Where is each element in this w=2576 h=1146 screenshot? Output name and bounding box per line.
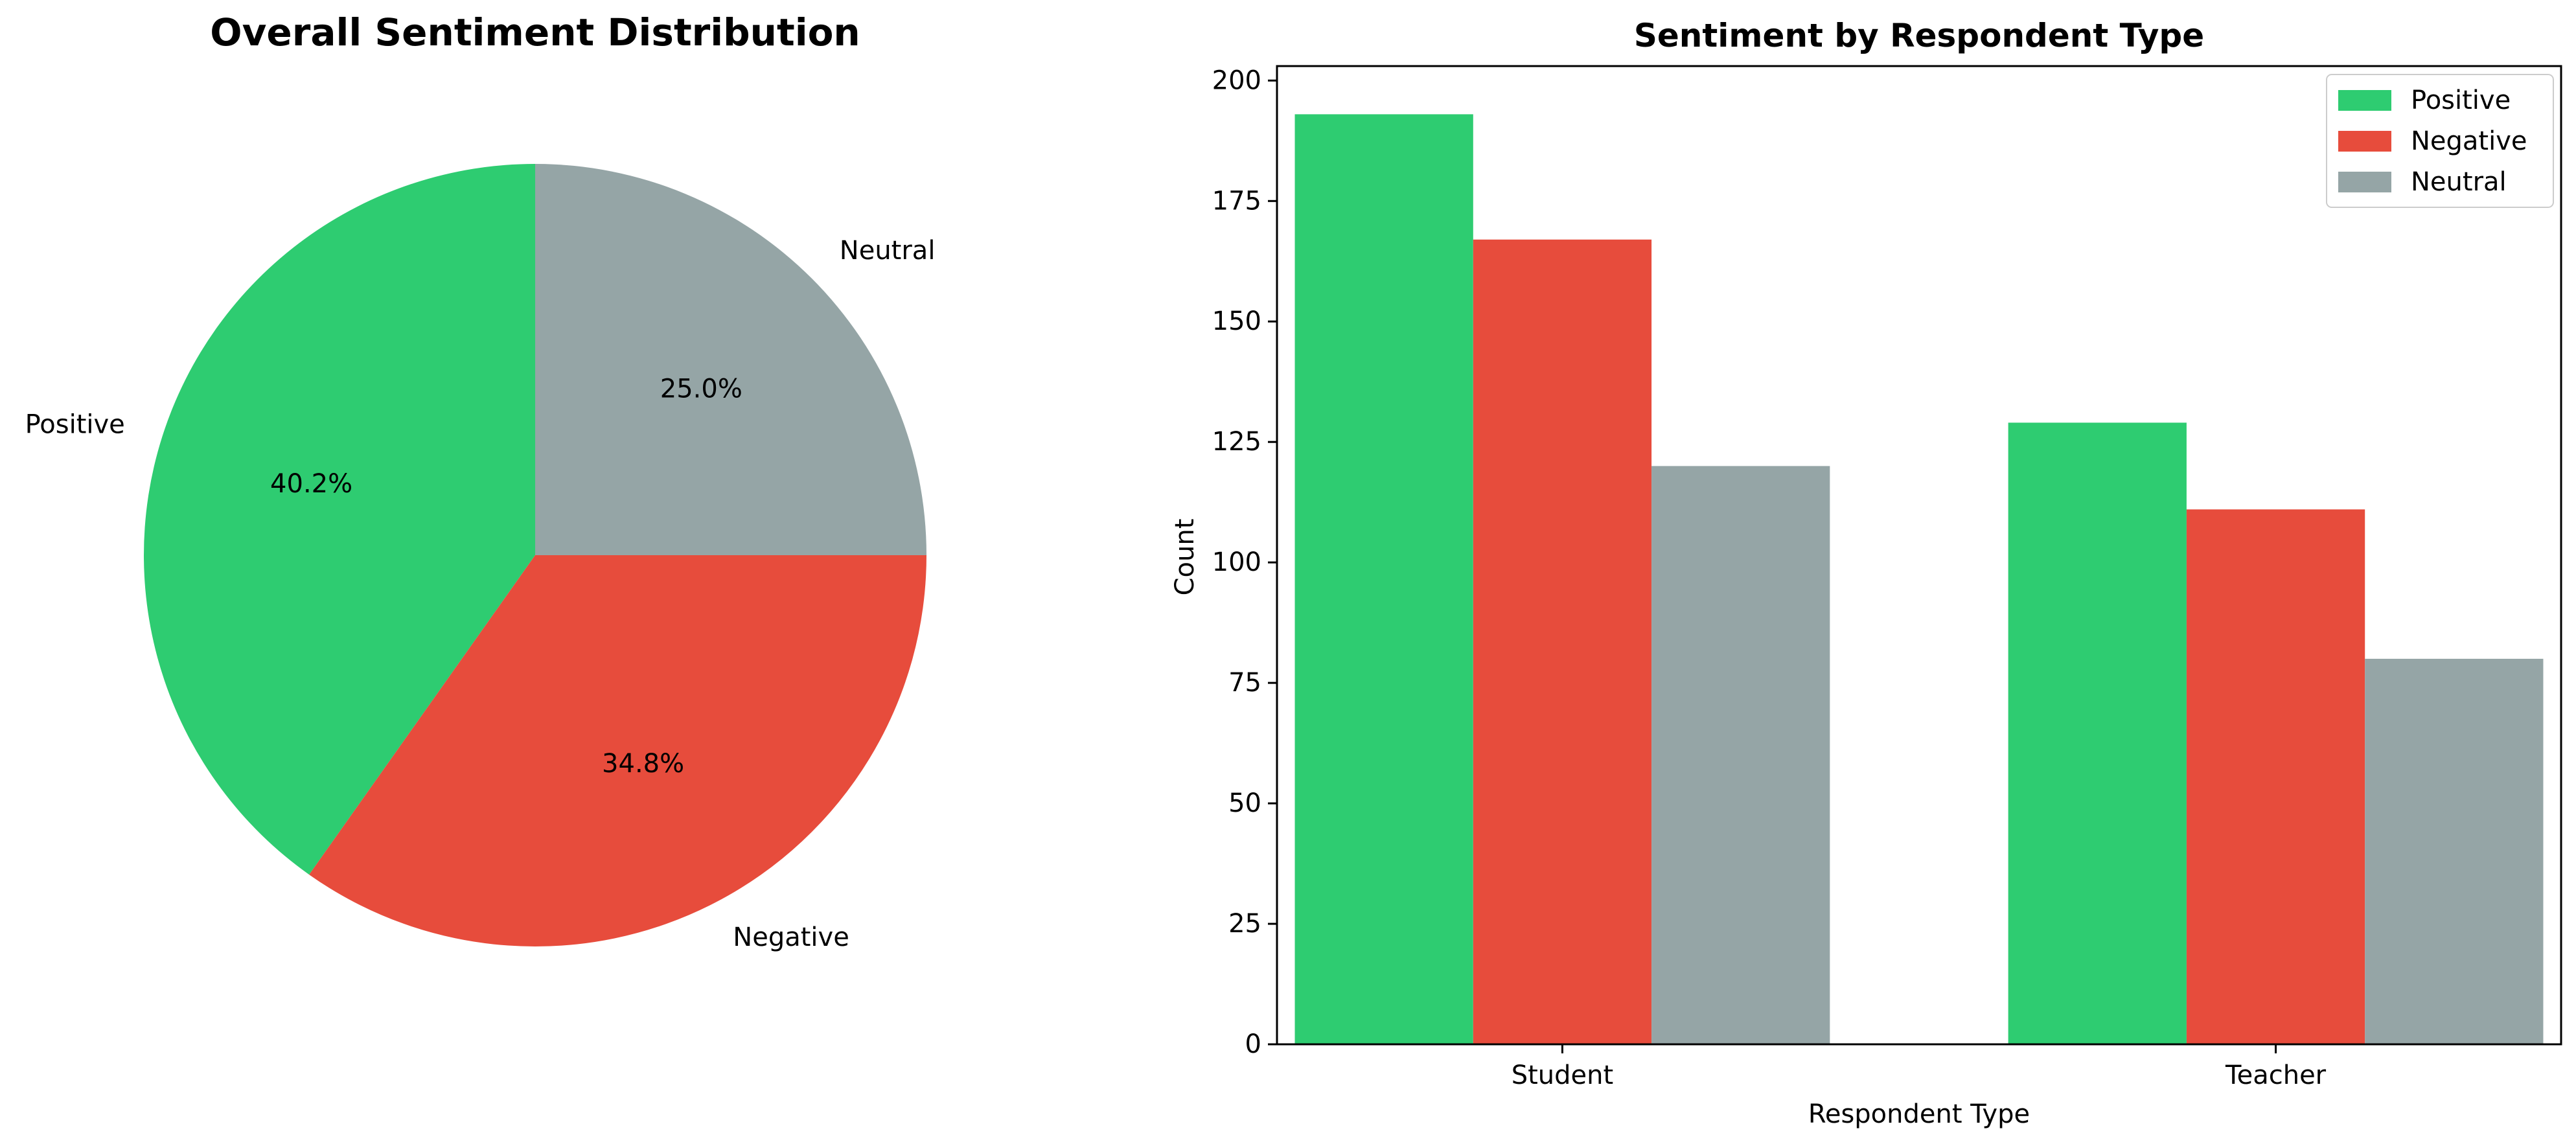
- pie-title: Overall Sentiment Distribution: [210, 10, 860, 54]
- x-axis-label: Respondent Type: [1808, 1099, 2030, 1129]
- bar-student-neutral: [1651, 466, 1830, 1044]
- y-tick-label-200: 200: [1212, 65, 1261, 95]
- bar-teacher-positive: [2008, 422, 2187, 1044]
- bar-chart: Sentiment by Respondent Type 0 25 50 75 100 1…: [1170, 17, 2562, 1129]
- legend-swatch-neutral: [2338, 172, 2391, 192]
- pie-percent-positive: 40.2%: [270, 469, 352, 499]
- bar-teacher-negative: [2186, 509, 2365, 1044]
- pie-slice-negative: [309, 555, 926, 946]
- pie-labels: 40.2% Positive 34.8% Negative 25.0% Neutral: [25, 236, 936, 952]
- y-tick-label-0: 0: [1245, 1029, 1261, 1059]
- y-tick-label-125: 125: [1212, 427, 1261, 457]
- pie-slice-positive: [144, 164, 535, 875]
- x-tick-label-teacher: Teacher: [2225, 1060, 2327, 1090]
- pie-slices: [144, 164, 926, 946]
- pie-percent-neutral: 25.0%: [660, 374, 742, 404]
- bar-teacher-neutral: [2365, 658, 2544, 1044]
- bar-series: [1294, 114, 2544, 1044]
- y-tick-label-50: 50: [1228, 788, 1261, 818]
- bar-student-negative: [1473, 239, 1652, 1044]
- pie-label-negative: Negative: [733, 923, 849, 952]
- legend-swatch-negative: [2338, 131, 2391, 152]
- y-tick-label-25: 25: [1228, 909, 1261, 939]
- pie-slice-neutral: [535, 164, 926, 555]
- legend: Positive Negative Neutral: [2326, 74, 2554, 208]
- pie-label-neutral: Neutral: [840, 236, 936, 266]
- pie-label-positive: Positive: [25, 410, 125, 440]
- y-axis-label: Count: [1170, 519, 1200, 596]
- legend-label-positive: Positive: [2411, 86, 2511, 115]
- axes: 0 25 50 75 100 125 150 175 200 Student Teacher: [1212, 65, 2562, 1090]
- x-tick-label-student: Student: [1512, 1060, 1613, 1090]
- legend-label-neutral: Neutral: [2411, 167, 2507, 197]
- y-tick-label-150: 150: [1212, 306, 1261, 336]
- bar-title: Sentiment by Respondent Type: [1634, 17, 2204, 54]
- pie-percent-negative: 34.8%: [602, 749, 684, 779]
- axes-frame: [1276, 65, 2562, 1046]
- pie-chart: Overall Sentiment Distribution 40.2% Posi…: [25, 10, 936, 952]
- y-tick-label-75: 75: [1228, 668, 1261, 698]
- y-tick-label-175: 175: [1212, 186, 1261, 216]
- bar-student-positive: [1294, 114, 1473, 1044]
- legend-label-negative: Negative: [2411, 126, 2527, 156]
- y-tick-label-100: 100: [1212, 547, 1261, 577]
- legend-swatch-positive: [2338, 90, 2391, 111]
